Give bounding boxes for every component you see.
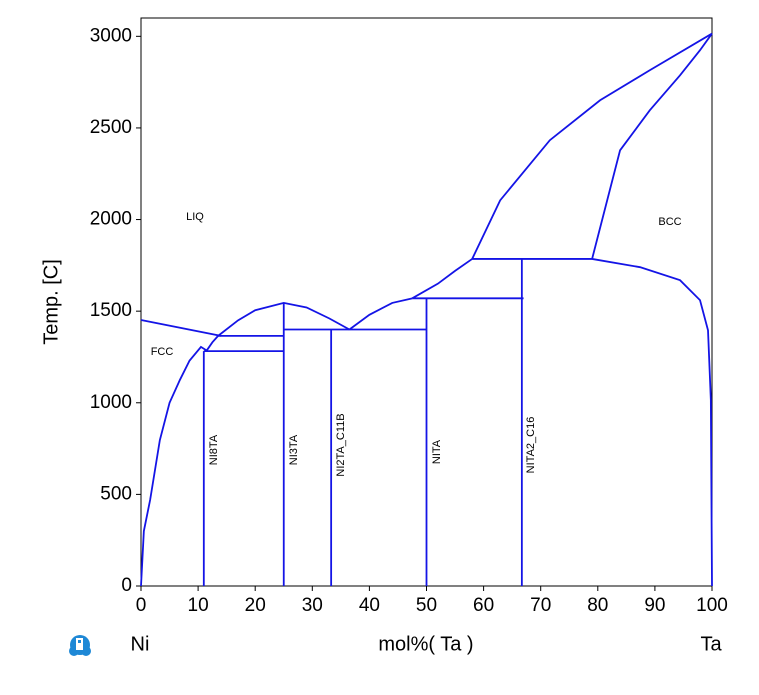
x-tick-label: 20 [245, 595, 266, 616]
x-right-label: Ta [700, 633, 722, 655]
plot-layer: 0 500 1000 1500 2000 2500 3000 0 10 20 30 40 50 60 70 8… [90, 25, 728, 616]
phase-label: NI2TA_C11B [335, 413, 347, 476]
phase-label: NI3TA [288, 434, 300, 465]
phase-label: FCC [151, 346, 174, 358]
y-tick-label: 1000 [90, 392, 132, 413]
x-tick-label: 90 [644, 595, 665, 616]
phase-label: NITA2_C16 [525, 417, 537, 474]
logo [69, 635, 91, 656]
phase-boundary [411, 258, 473, 300]
x-tick-label: 30 [302, 595, 323, 616]
phase-boundary [140, 319, 222, 337]
phase-label: NI8TA [208, 434, 220, 465]
x-tick-label: 50 [416, 595, 437, 616]
x-left-label: Ni [131, 633, 150, 655]
x-tick-label: 80 [587, 595, 608, 616]
y-tick-label: 2000 [90, 209, 132, 230]
phase-boundary [591, 33, 713, 260]
y-tick-label: 3000 [90, 25, 132, 46]
x-tick-label: 100 [696, 595, 728, 616]
phase-boundary [348, 297, 413, 331]
x-tick-label: 60 [473, 595, 494, 616]
x-tick-label: 10 [188, 595, 209, 616]
y-tick-label: 2500 [90, 117, 132, 138]
y-tick-label: 0 [121, 575, 132, 596]
x-tick-label: 40 [359, 595, 380, 616]
phase-label: NITA [431, 439, 443, 464]
phase-boundary [217, 301, 350, 337]
y-tick-label: 500 [100, 483, 132, 504]
y-tick-label: 1500 [90, 300, 132, 321]
phase-boundary [471, 32, 713, 260]
phase-boundary [205, 335, 219, 352]
phase-label: BCC [658, 216, 681, 228]
x-tick-label: 0 [136, 595, 147, 616]
phase-boundary [591, 258, 713, 587]
x-axis-label: mol%( Ta ) [378, 633, 473, 655]
y-axis-label: Temp. [C] [40, 259, 62, 345]
phase-label: LIQ [186, 211, 204, 223]
phase-boundary [140, 345, 208, 587]
x-tick-label: 70 [530, 595, 551, 616]
